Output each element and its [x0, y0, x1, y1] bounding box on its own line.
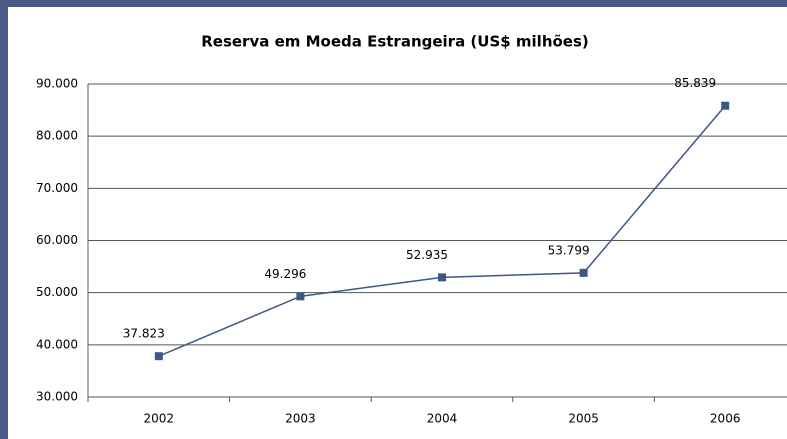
marker: [296, 292, 305, 301]
frame-top: [0, 0, 787, 7]
x-tick-label: 2004: [427, 412, 458, 426]
y-tick-label: 30.000: [36, 390, 78, 404]
y-tick-label: 60.000: [36, 233, 78, 247]
y-tick-label: 70.000: [36, 181, 78, 195]
y-tick-label: 50.000: [36, 285, 78, 299]
marker: [579, 268, 588, 277]
x-tick-label: 2003: [285, 412, 316, 426]
data-label: 53.799: [548, 243, 590, 257]
data-label: 49.296: [264, 267, 306, 281]
x-tick-label: 2006: [710, 412, 741, 426]
x-tick-label: 2005: [568, 412, 599, 426]
data-label: 37.823: [123, 327, 165, 341]
frame-left: [0, 0, 8, 439]
y-tick-label: 90.000: [36, 77, 78, 91]
data-label: 85.839: [674, 76, 716, 90]
marker: [438, 273, 446, 282]
marker: [721, 101, 730, 110]
y-tick-label: 40.000: [36, 337, 78, 351]
data-label: 52.935: [406, 248, 448, 262]
marker: [154, 352, 163, 361]
chart-title: Reserva em Moeda Estrangeira (US$ milhõe…: [201, 33, 589, 51]
x-tick-label: 2002: [144, 412, 175, 426]
y-tick-label: 80.000: [36, 129, 78, 143]
